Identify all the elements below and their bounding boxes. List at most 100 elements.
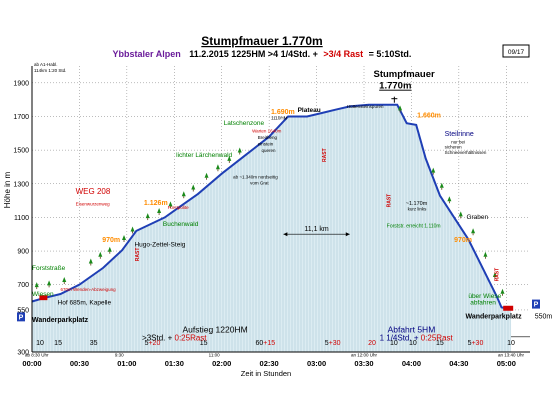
- tree-icon: [492, 271, 497, 277]
- map-note-2: 114km 1:20 Std.: [34, 68, 66, 73]
- place-label: Steilrinne: [445, 131, 474, 138]
- tree-icon: [431, 167, 436, 173]
- place-label: WEG 208: [76, 187, 111, 196]
- summary-main: >3Std. +: [142, 334, 173, 343]
- place-label: Wanderparkplatz: [32, 317, 89, 324]
- place-label: queren: [262, 148, 277, 153]
- tree-icon: [237, 147, 242, 153]
- segment-minutes: 35: [90, 340, 98, 347]
- subtitle-rest: >3/4 Rast: [323, 49, 363, 59]
- tree-markers: [34, 105, 505, 296]
- tree-icon: [98, 251, 103, 257]
- place-label: 1.770m: [379, 81, 411, 92]
- tree-icon: [227, 155, 232, 161]
- summary-text: Aufstieg 1220HM: [182, 324, 247, 334]
- segment-minutes: 5+30: [325, 340, 341, 347]
- place-label: 1.690m: [271, 109, 295, 116]
- y-tick-label: 700: [17, 282, 29, 289]
- y-tick-label: 900: [17, 249, 29, 256]
- segment-minutes: 15: [436, 340, 444, 347]
- summary-text: >3Std. + 0:25Rast: [142, 334, 207, 343]
- start-marker: [39, 295, 48, 301]
- summary-main: Abfahrt 5HM: [388, 324, 436, 334]
- place-label: Warten 1640m: [252, 128, 282, 133]
- profile-fill: [32, 104, 512, 352]
- rast-mark: RAST: [135, 248, 141, 262]
- tree-icon: [34, 282, 39, 288]
- place-label: über Wiese: [468, 293, 501, 300]
- axes: 300 550 700 900 1100 1300 1500 1700 1900 00:00 00:…: [13, 66, 530, 368]
- parking-sign-start: [17, 312, 25, 322]
- y-tick-label: 1100: [14, 215, 29, 222]
- y-tick-label: 1900: [13, 80, 29, 87]
- place-label: Forstpolite: [168, 205, 190, 210]
- parking-sign-end: [532, 299, 540, 309]
- place-label: Stumpfmauer: [373, 69, 435, 80]
- place-label: 970m: [454, 237, 472, 244]
- place-label: Latschenzone: [224, 120, 265, 127]
- place-label: lichter Lärchenwald: [176, 152, 232, 159]
- profile-line: [31, 103, 512, 311]
- x-tick-label: 04:30: [449, 359, 468, 368]
- tree-icon: [458, 211, 463, 217]
- distance-arrowhead-left: [283, 232, 288, 237]
- time-note: an 12:00 Uhr: [351, 353, 378, 358]
- place-labels: 10 15 35 5+20 15 60+15 5+30 20 10 10 15 5+30 10Aufst…: [17, 69, 552, 347]
- place-label: kurz links: [408, 207, 428, 212]
- segment-minutes: 5+30: [468, 340, 484, 347]
- tree-icon: [157, 208, 162, 214]
- tree-icon: [181, 191, 186, 197]
- place-label: 550m: [535, 314, 553, 321]
- summary-rest: 0:25Rast: [419, 334, 454, 343]
- tree-icon: [62, 277, 67, 283]
- tree-icon: [145, 213, 150, 219]
- place-label: nur bei: [451, 139, 465, 144]
- x-tick-label: 02:00: [212, 359, 231, 368]
- chart-title: Stumpfmauer 1.770m: [201, 34, 322, 48]
- segment-minutes: 10: [507, 340, 515, 347]
- tree-icon: [122, 234, 127, 240]
- place-label: einstein: [258, 142, 274, 147]
- segment-minutes-base: 60: [256, 340, 264, 347]
- page-number-box: [502, 44, 530, 58]
- segment-minutes-rest: +15: [263, 340, 275, 347]
- x-tick-label: 03:00: [307, 359, 326, 368]
- tree-icon: [168, 201, 173, 207]
- x-tick-label: 01:00: [117, 359, 136, 368]
- place-label: 1.660m: [417, 112, 441, 119]
- subtitle-stats: 11.2.2015 1225HM >4 1/4Std. +: [189, 49, 318, 59]
- tree-icon: [204, 172, 209, 178]
- place-label: abfahren: [470, 300, 496, 307]
- rast-mark: RAST: [322, 148, 328, 162]
- end-marker: [503, 305, 514, 311]
- tree-icon: [439, 182, 444, 188]
- place-label: Breitheng: [258, 135, 278, 140]
- x-tick-label: 05:00: [497, 359, 516, 368]
- place-label: Wiesen: [32, 291, 54, 298]
- place-label: sicheren: [445, 144, 463, 149]
- place-label: 1.126m: [144, 200, 168, 207]
- time-note: 9:30: [115, 353, 124, 358]
- profile-area: [31, 103, 512, 352]
- y-tick-label: 300: [17, 350, 29, 357]
- tree-icon: [483, 251, 488, 257]
- parking-label-end: P: [534, 302, 539, 309]
- summary-rest: 0:25Rast: [172, 334, 207, 343]
- tree-icon: [191, 184, 196, 190]
- place-label: 970m: [102, 237, 120, 244]
- segment-minutes: 10: [390, 340, 398, 347]
- summary-text: 1 1/4Std. + 0:25Rast: [380, 334, 454, 343]
- x-tick-label: 03:30: [354, 359, 373, 368]
- segment-minutes-base: 5: [468, 340, 472, 347]
- place-label: Forststraße: [32, 265, 66, 272]
- place-label: ab ~1.340m nordseitig: [233, 175, 278, 180]
- y-tick-label: 1300: [13, 181, 29, 188]
- tree-icon: [215, 164, 220, 170]
- segment-minutes: 15: [200, 340, 208, 347]
- place-label: Schneeverhältnissen: [445, 150, 487, 155]
- segment-minutes: 15: [54, 340, 62, 347]
- tree-icon: [471, 228, 476, 234]
- rast-mark: RAST: [387, 194, 393, 208]
- place-label: Hof 685m, Kapelle: [58, 299, 112, 306]
